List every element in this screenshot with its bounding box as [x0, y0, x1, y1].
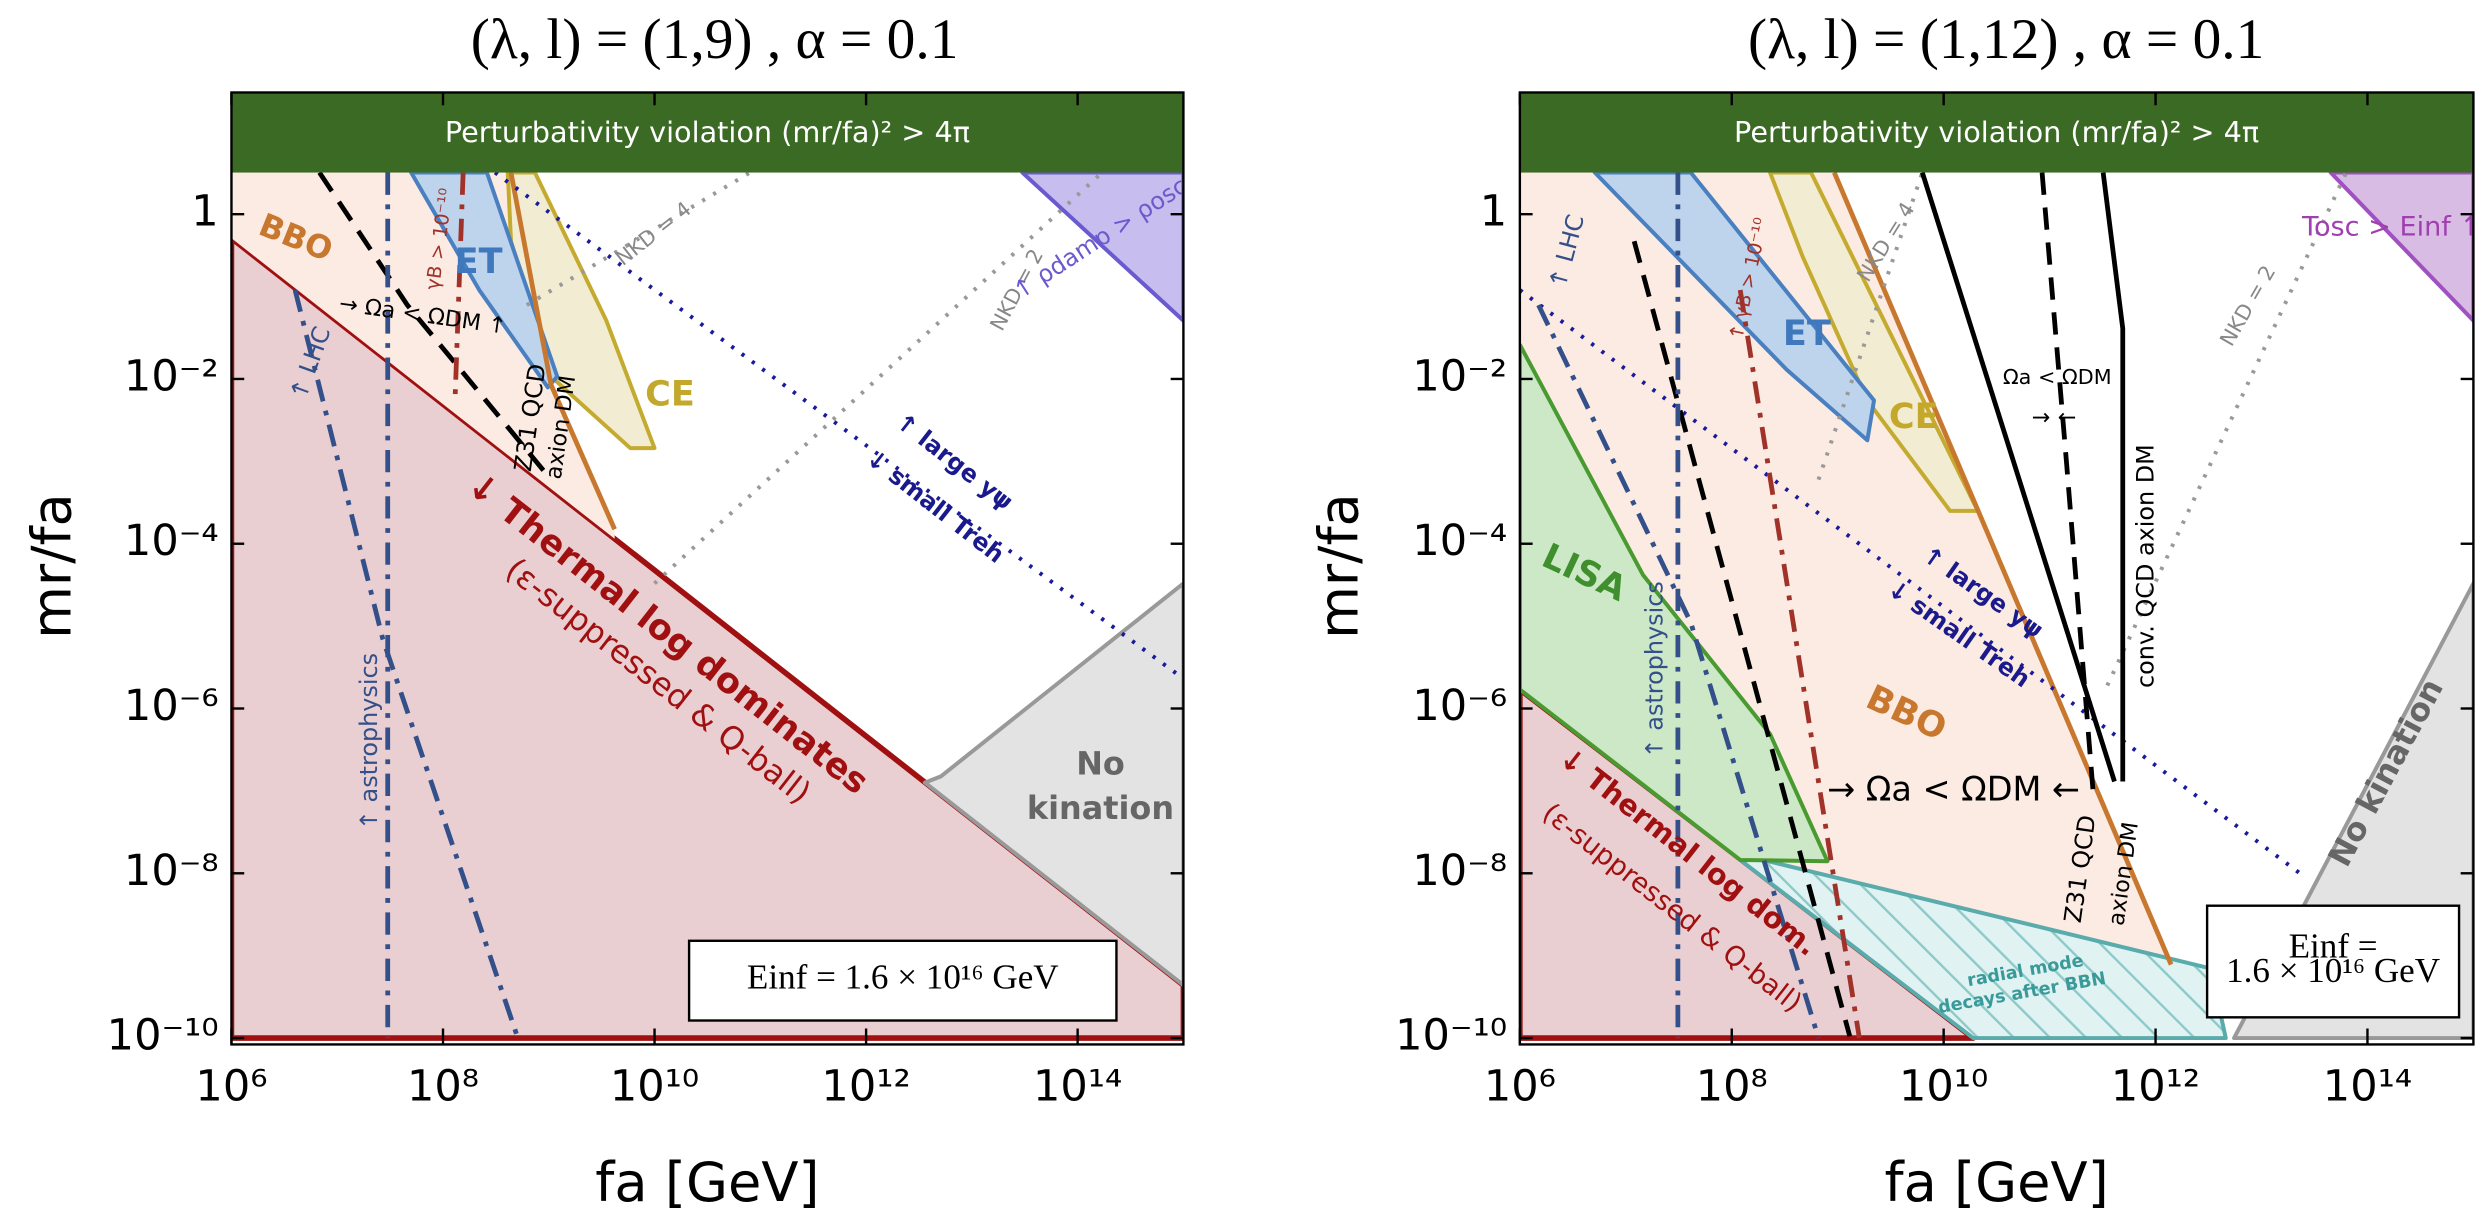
y-tick-label: 10⁻¹⁰ [107, 1011, 219, 1061]
band-label: Perturbativity violation (mr/fa)² > 4π [445, 115, 970, 149]
y-tick-label: 10⁻⁶ [1412, 681, 1507, 731]
x-axis-label: fa [GeV] [1885, 1151, 2109, 1214]
region [231, 235, 1184, 1041]
boundary-line [317, 171, 553, 482]
annotation: → ← [2032, 404, 2076, 430]
chart-title: (λ, l) = (1,9) , α = 0.1 [471, 8, 959, 71]
boundary-line [452, 172, 466, 401]
x-tick-label: 10¹⁰ [610, 1062, 699, 1112]
x-axis-label: fa [GeV] [595, 1151, 819, 1214]
x-tick-label: 10⁸ [1696, 1062, 1768, 1112]
y-tick-label: 10⁻² [124, 351, 219, 401]
boundary-line [2039, 172, 2096, 798]
y-tick-label: 10⁻⁶ [124, 681, 219, 731]
boundary-line [2100, 172, 2126, 782]
perturbativity-band [231, 92, 1184, 173]
annotation: Ωa < ΩDM [2003, 365, 2112, 389]
boundary-line [1631, 240, 1853, 1037]
y-axis-label: mr/fa [1308, 493, 1371, 639]
boundary-line [525, 170, 752, 307]
y-tick-label: 10⁻⁴ [124, 516, 219, 566]
boundary-line [292, 289, 521, 1039]
x-tick-label: 10¹² [821, 1062, 910, 1112]
x-tick-label: 10⁶ [195, 1062, 267, 1112]
annotation: conv. QCD axion DM [2132, 444, 2160, 688]
y-tick-label: 1 [1480, 187, 1507, 237]
boundary-line [1832, 171, 2174, 966]
y-axis-label: mr/fa [21, 493, 84, 639]
annotation: kination [1027, 789, 1174, 827]
boundary-line [493, 170, 1184, 681]
info-box [2205, 904, 2461, 1019]
y-tick-label: 10⁻⁸ [124, 846, 219, 896]
plot-frame [1518, 91, 2475, 1046]
boundary-line [1737, 289, 1862, 1039]
annotation: Tosc > Einf ↑ [2301, 212, 2482, 243]
annotation: ET [1783, 313, 1831, 354]
annotation: → Ωa < ΩDM ← [1827, 769, 2080, 808]
y-tick-label: 10⁻⁸ [1412, 846, 1507, 896]
y-tick-label: 10⁻⁴ [1412, 516, 1507, 566]
y-tick-label: 10⁻¹⁰ [1395, 1011, 1507, 1061]
info-box [687, 939, 1118, 1022]
info-box-text: Einf = 1.6 × 10¹⁶ GeV [747, 958, 1059, 997]
info-box-text: Einf = [2289, 926, 2378, 965]
band-label: Perturbativity violation (mr/fa)² > 4π [1734, 115, 2259, 149]
annotation: CE [645, 373, 695, 414]
annotation: CE [1889, 396, 1939, 437]
boundary-line [1519, 288, 2307, 880]
region [1519, 342, 1830, 864]
x-tick-label: 10⁸ [407, 1062, 479, 1112]
y-tick-label: 10⁻² [1412, 351, 1507, 401]
annotation: No [1076, 744, 1125, 782]
boundary-line [2105, 171, 2348, 687]
x-tick-label: 10⁶ [1484, 1062, 1556, 1112]
x-tick-label: 10¹⁴ [2323, 1062, 2412, 1112]
region [922, 581, 1184, 988]
plot-frame [230, 91, 1185, 1046]
x-tick-label: 10¹⁰ [1899, 1062, 1988, 1112]
annotation: ↑ astrophysics [1640, 581, 1668, 758]
annotation: ET [455, 241, 503, 282]
info-box-text: 1.6 × 10¹⁶ GeV [2226, 951, 2440, 990]
perturbativity-band [1519, 92, 2474, 173]
y-tick-label: 1 [191, 187, 218, 237]
annotation: ↑ astrophysics [355, 653, 383, 830]
boundary-line [508, 172, 617, 531]
boundary-line [1816, 171, 1925, 481]
x-tick-label: 10¹⁴ [1033, 1062, 1122, 1112]
chart-title: (λ, l) = (1,12) , α = 0.1 [1748, 8, 2264, 71]
x-tick-label: 10¹² [2111, 1062, 2200, 1112]
